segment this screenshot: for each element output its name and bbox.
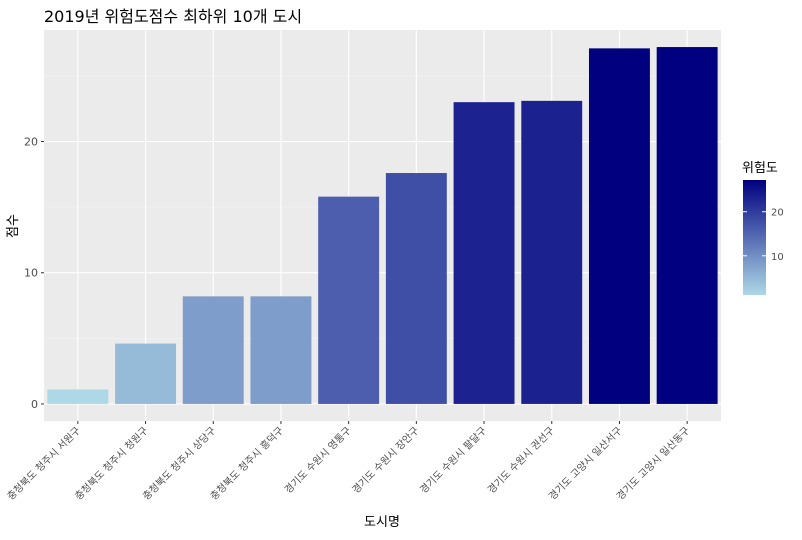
bar [521,100,583,404]
x-tick-label: 충청북도 청주시 서원구 [5,425,83,503]
bar [250,296,312,404]
legend-title: 위험도 [742,161,778,176]
legend-ticks: 10 20 [743,208,784,263]
x-tick-label: 경기도 고양시 일산서구 [546,424,625,503]
x-tick-label: 경기도 수원시 영통구 [282,424,354,496]
legend-tick-label: 10 [771,252,784,263]
y-tick-label: 10 [24,267,38,280]
legend: 위험도 10 20 [742,161,784,295]
bar [182,296,244,404]
x-axis-label: 도시명 [364,515,400,530]
legend-tick-label: 20 [771,208,784,219]
bar [115,343,177,404]
bar [656,47,718,404]
x-tick-label: 충청북도 청주시 흥덕구 [207,424,286,503]
bar [385,173,447,404]
chart-title: 2019년 위험도점수 최하위 10개 도시 [44,7,302,26]
bar [47,389,109,404]
x-tick-label: 경기도 수원시 장안구 [349,424,421,496]
y-tick-label: 0 [31,398,38,411]
x-tick-label: 충청북도 청주시 상당구 [140,425,218,503]
y-axis-label: 점수 [6,214,21,238]
legend-colorbar [743,180,766,295]
bar [588,48,650,404]
bars [47,47,718,404]
bar [318,196,380,404]
y-axis: 0 10 20 [24,136,44,411]
x-tick-label: 경기도 고양시 일산동구 [614,424,693,503]
y-tick-label: 20 [24,136,38,149]
x-tick-label: 충청북도 청주시 청원구 [73,425,151,503]
x-tick-label: 경기도 수원시 권선구 [485,424,557,496]
bar [453,102,515,404]
x-tick-label: 경기도 수원시 팔달구 [417,424,489,496]
